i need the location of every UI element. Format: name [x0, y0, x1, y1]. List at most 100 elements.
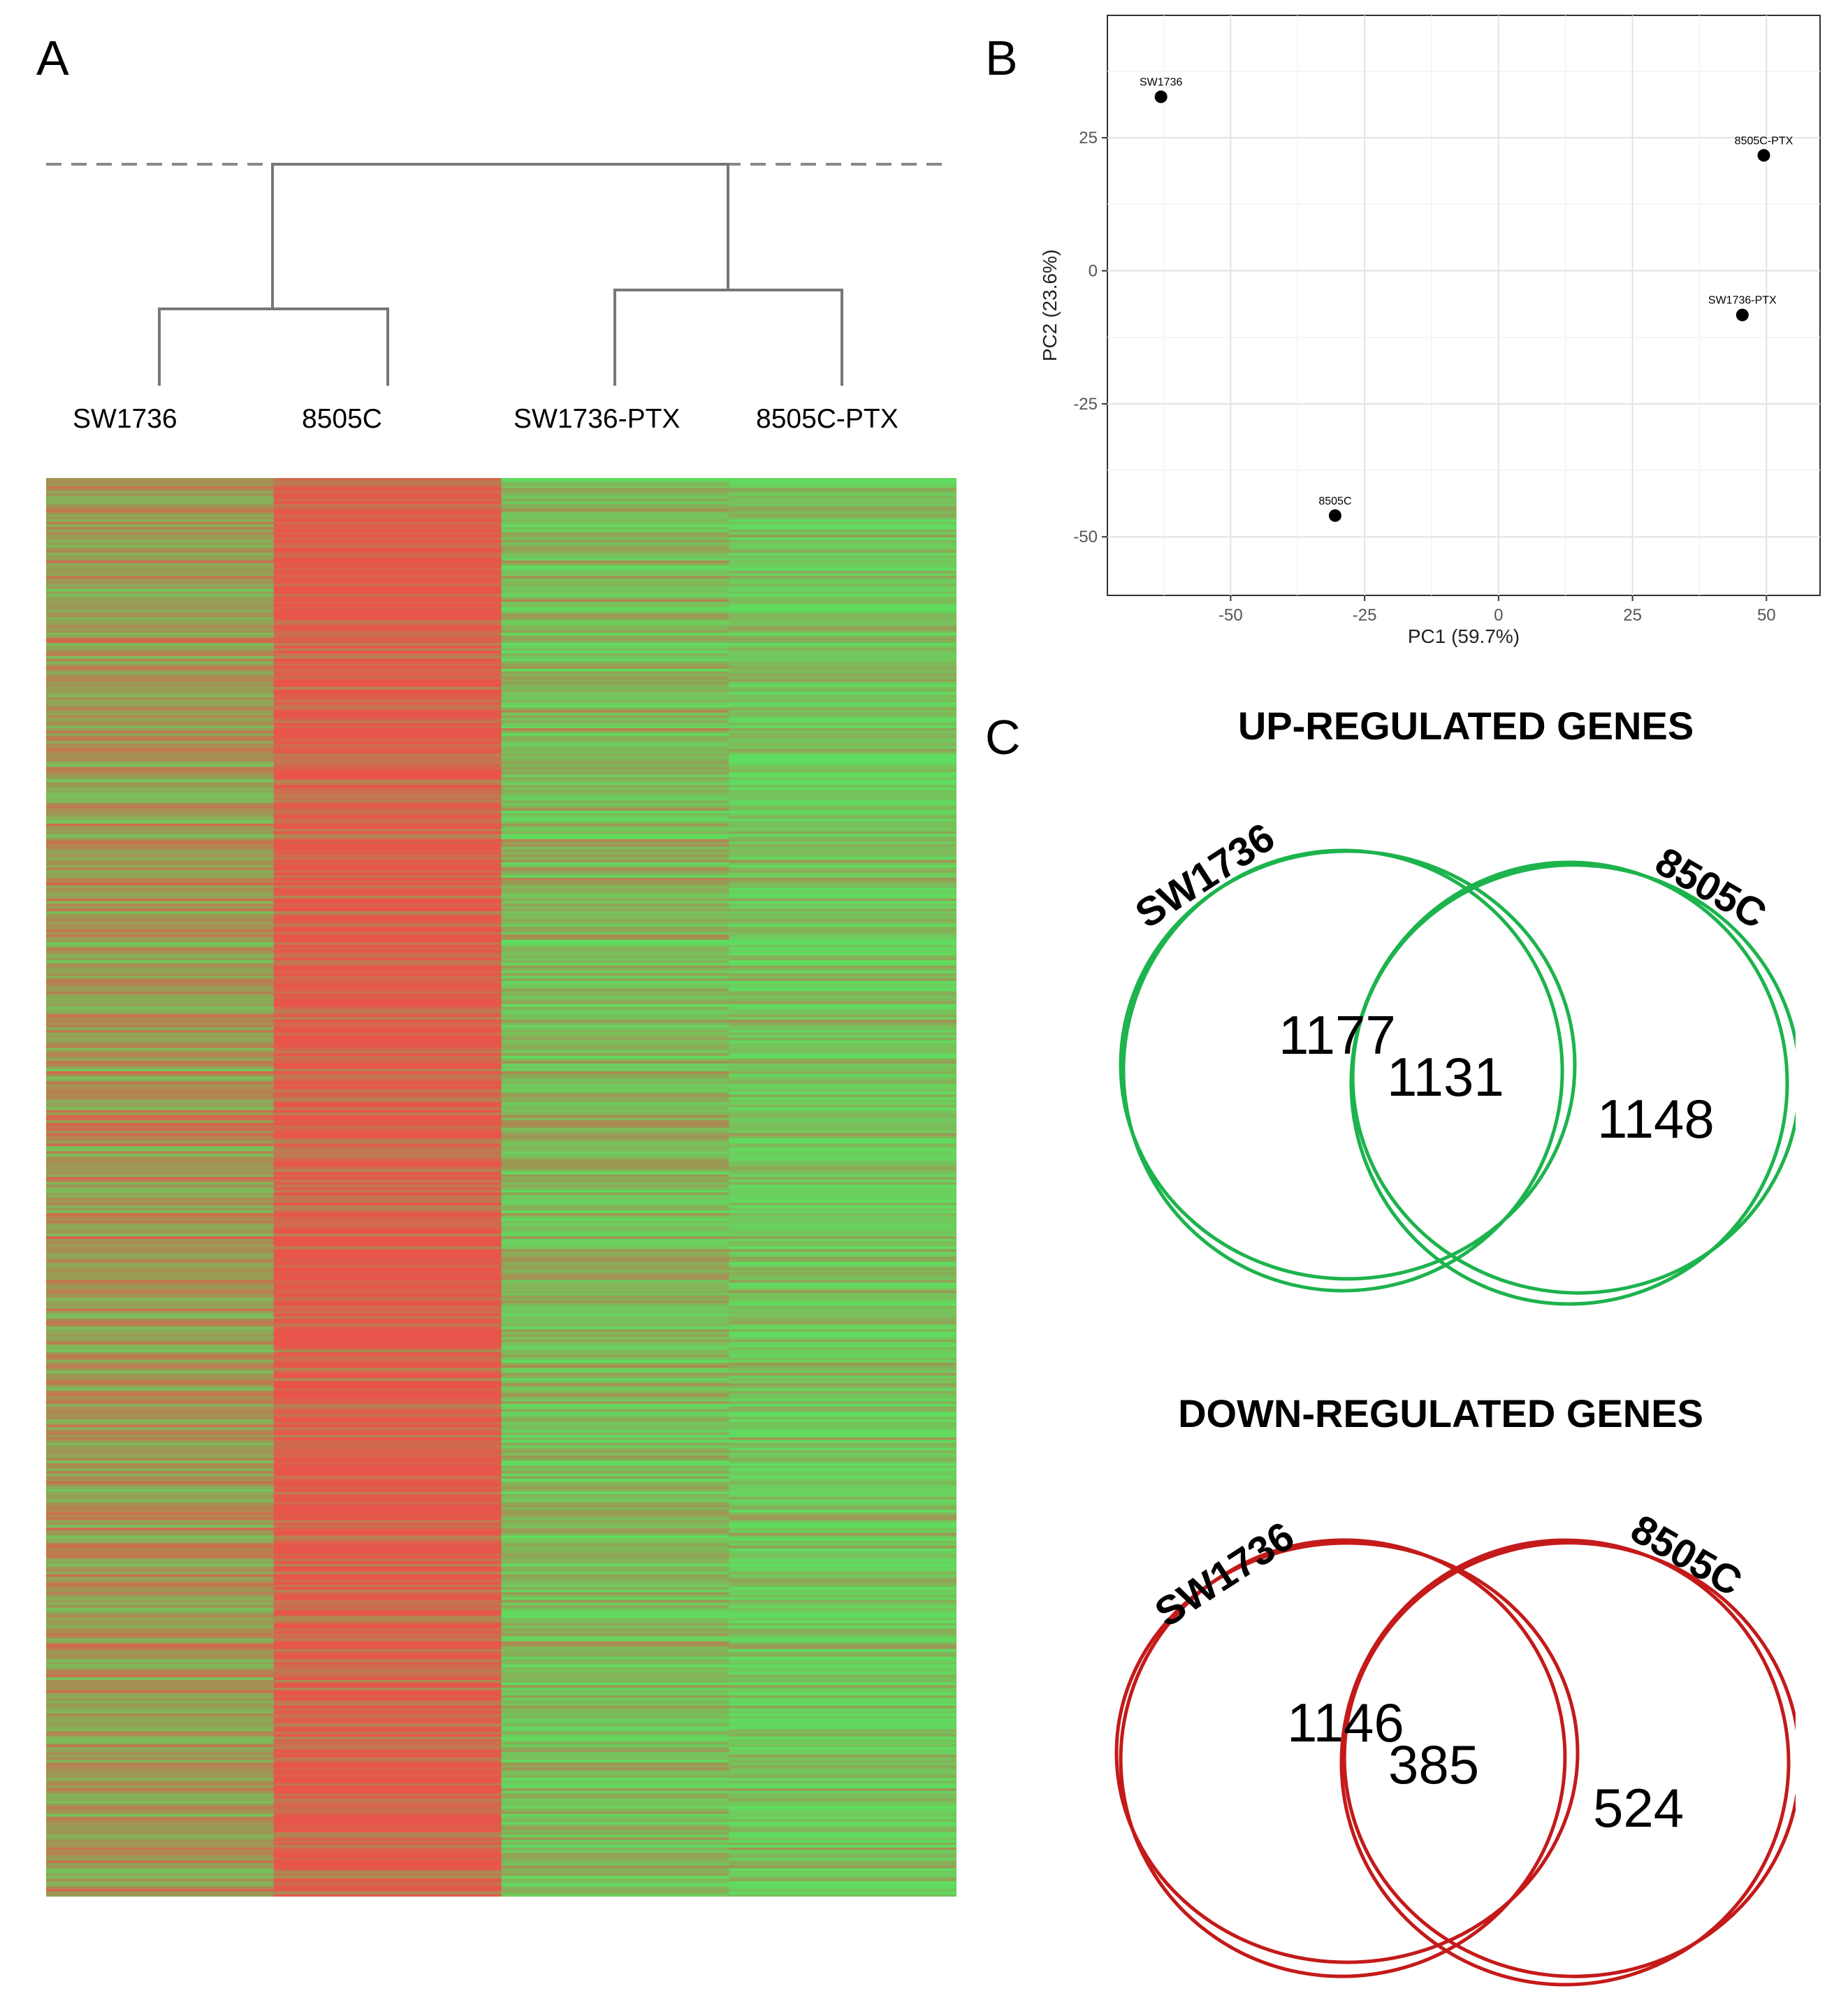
heatmap-cell — [273, 1775, 502, 1778]
heatmap-cell — [46, 1071, 275, 1075]
heatmap-cell — [729, 1187, 956, 1191]
heatmap-cell — [501, 1087, 729, 1090]
heatmap-cell — [729, 748, 956, 752]
heatmap-cell — [501, 550, 729, 553]
heatmap-cell — [501, 1641, 729, 1644]
heatmap-cell — [273, 1238, 502, 1243]
heatmap-cell — [46, 1096, 275, 1101]
heatmap-cell — [46, 1068, 275, 1072]
heatmap-cell — [46, 1765, 275, 1769]
heatmap-cell — [729, 932, 956, 935]
heatmap-cell — [501, 1404, 729, 1407]
sample-label-1: SW1736 — [73, 404, 177, 434]
heatmap-cell — [46, 1577, 275, 1580]
heatmap-cell — [273, 1068, 502, 1072]
heatmap-cell — [729, 674, 956, 677]
heatmap-cell — [729, 1287, 956, 1291]
heatmap-cell — [729, 1873, 956, 1877]
heatmap-cell — [729, 1737, 956, 1740]
heatmap-cell — [501, 1099, 729, 1103]
heatmap-cell — [273, 932, 502, 935]
heatmap-cell — [46, 1783, 275, 1786]
heatmap-cell — [273, 1569, 502, 1572]
heatmap-cell — [501, 498, 729, 502]
heatmap-cell — [273, 483, 502, 486]
heatmap-cell — [46, 710, 275, 713]
heatmap-cell — [273, 1455, 502, 1459]
heatmap-cell — [46, 1073, 275, 1077]
heatmap-cell — [501, 906, 729, 909]
heatmap-cell — [273, 1084, 502, 1087]
heatmap-cell — [46, 1610, 275, 1614]
heatmap-cell — [501, 1305, 729, 1310]
heatmap-cell — [46, 1414, 275, 1418]
heatmap-cell — [273, 1143, 502, 1147]
heatmap-cell — [273, 1154, 502, 1157]
heatmap-cell — [273, 1282, 502, 1286]
heatmap-cell — [729, 888, 956, 892]
heatmap-cell — [273, 751, 502, 755]
heatmap-cell — [729, 1301, 956, 1304]
heatmap-cell — [46, 1533, 275, 1536]
heatmap-cell — [501, 539, 729, 543]
heatmap-cell — [501, 671, 729, 675]
heatmap-cell — [46, 867, 275, 871]
heatmap-cell — [46, 901, 275, 904]
heatmap-cell — [273, 1151, 502, 1154]
heatmap-cell — [729, 1133, 956, 1136]
heatmap-cell — [46, 888, 275, 892]
heatmap-cell — [729, 630, 956, 634]
heatmap-cell — [46, 797, 275, 801]
heatmap-cell — [46, 625, 275, 628]
heatmap-cell — [501, 1796, 729, 1799]
heatmap-cell — [46, 1301, 275, 1304]
heatmap-cell — [729, 957, 956, 961]
heatmap-cell — [46, 890, 275, 894]
heatmap-cell — [729, 1006, 956, 1010]
heatmap-cell — [501, 1427, 729, 1430]
heatmap-cell — [729, 890, 956, 894]
heatmap-cell — [46, 495, 275, 500]
heatmap-cell — [729, 679, 956, 683]
heatmap-cell — [729, 725, 956, 729]
heatmap-cell — [273, 1203, 502, 1206]
heatmap-cell — [501, 596, 729, 600]
heatmap-cell — [46, 1502, 275, 1505]
heatmap-cell — [729, 1275, 956, 1278]
heatmap-cell — [273, 1197, 502, 1201]
heatmap-cell — [729, 1229, 956, 1232]
heatmap-cell — [46, 895, 275, 899]
heatmap-cell — [273, 854, 502, 858]
heatmap-cell — [46, 1546, 275, 1549]
heatmap-cell — [46, 787, 275, 791]
heatmap-cell — [46, 491, 275, 494]
heatmap-cell — [273, 728, 502, 732]
heatmap-cell — [46, 1726, 275, 1730]
heatmap-cell — [273, 1078, 502, 1082]
heatmap-cell — [273, 511, 502, 515]
heatmap-cell — [46, 1182, 275, 1185]
heatmap-cell — [46, 1574, 275, 1577]
heatmap-cell — [273, 1024, 502, 1028]
heatmap-cell — [501, 1644, 729, 1647]
heatmap-cell — [273, 1208, 502, 1211]
heatmap-cell — [273, 960, 502, 964]
heatmap-cell — [273, 1621, 502, 1624]
heatmap-cell — [273, 1816, 502, 1820]
heatmap-cell — [729, 1404, 956, 1407]
heatmap-cell — [46, 1589, 275, 1593]
heatmap-cell — [273, 1249, 502, 1252]
heatmap-cell — [729, 1517, 956, 1521]
heatmap-cell — [46, 1641, 275, 1644]
heatmap-cell — [46, 1517, 275, 1521]
heatmap-cell — [46, 1053, 275, 1057]
point-label: 8505C-PTX — [1735, 135, 1794, 147]
heatmap-cell — [729, 1110, 956, 1113]
heatmap-cell — [46, 637, 275, 642]
heatmap-cell — [501, 1726, 729, 1730]
heatmap-cell — [273, 1375, 502, 1379]
heatmap-cell — [46, 1832, 275, 1836]
heatmap-cell — [729, 904, 956, 907]
heatmap-cell — [273, 1275, 502, 1278]
heatmap-cell — [46, 1615, 275, 1618]
